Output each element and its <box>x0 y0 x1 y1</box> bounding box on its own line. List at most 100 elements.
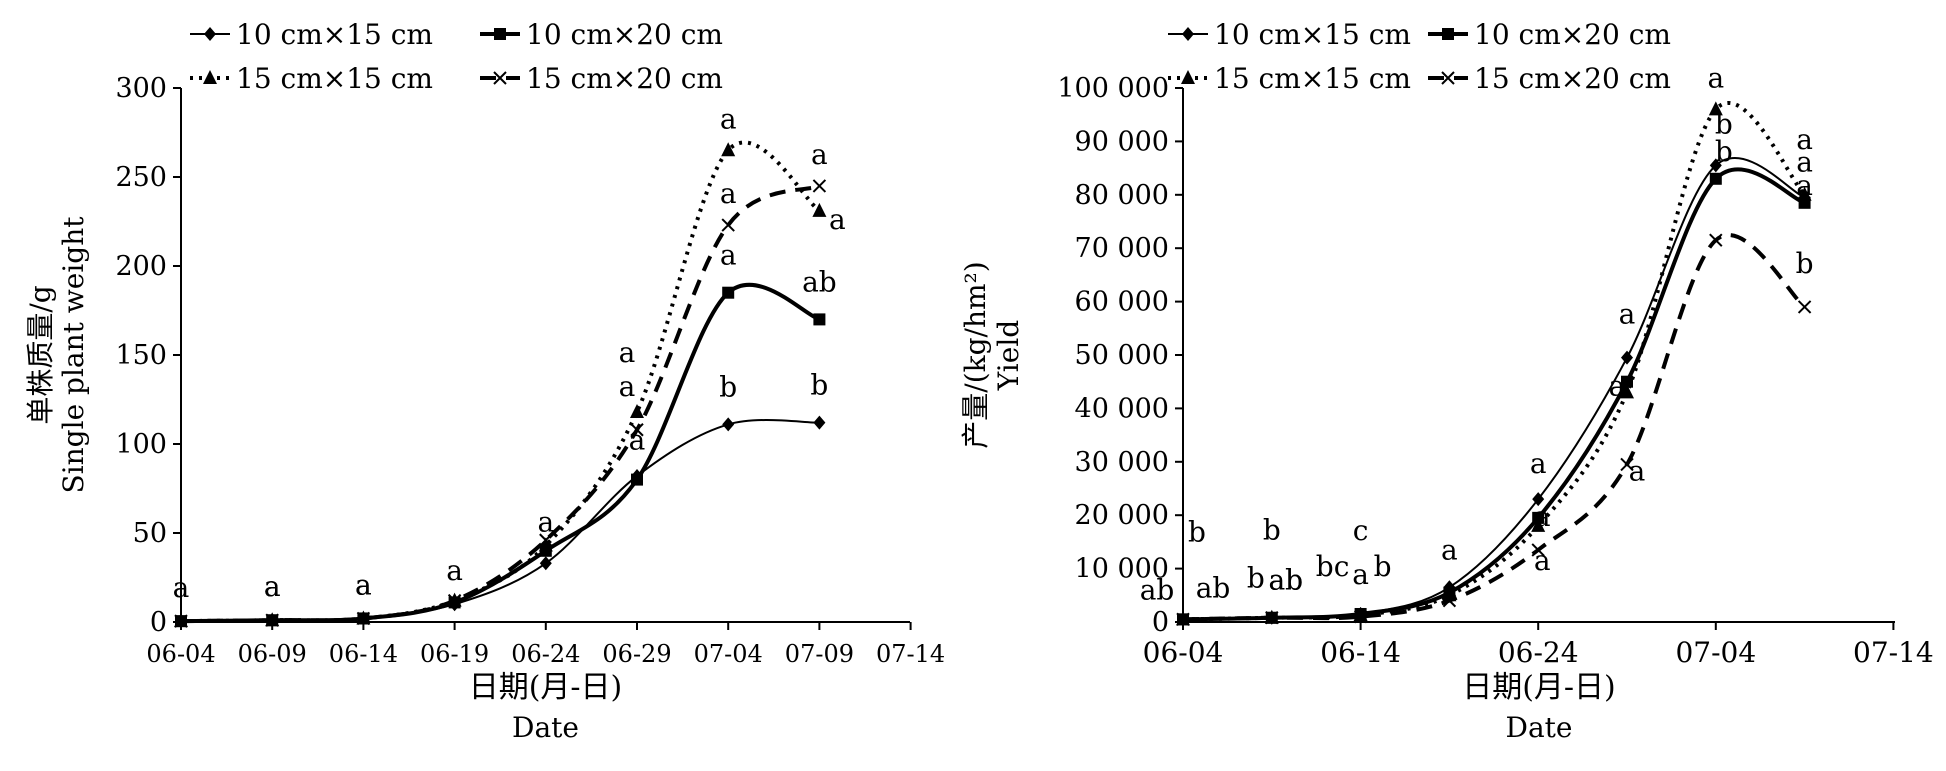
chart-yield: 0 10 000 20 000 30 000 40 000 50 000 60 000 70 … <box>959 18 1934 744</box>
series-line <box>1182 157 1806 621</box>
significance-label: ab <box>802 265 837 298</box>
data-point <box>1620 384 1634 399</box>
significance-label: a <box>1530 447 1547 480</box>
x-tick-label: 06-19 <box>420 640 489 668</box>
legend-label: 10 cm×15 cm <box>236 18 433 51</box>
legend-marker <box>1181 70 1195 84</box>
x-tick-label: 07-04 <box>694 640 763 668</box>
significance-label: a <box>811 138 828 171</box>
significance-label: b <box>1796 247 1814 280</box>
significance-label: ab <box>1268 564 1303 597</box>
legend-item-15-cm-20-cm-3: 15 cm×20 cm <box>1428 62 1671 95</box>
data-point <box>1708 101 1723 116</box>
data-point <box>538 537 553 552</box>
legend-marker <box>1442 28 1454 40</box>
data-point <box>812 202 827 217</box>
data-point <box>813 313 826 326</box>
series-15-cm-20-cm-3 <box>1176 233 1812 627</box>
significance-label: a <box>1534 544 1551 577</box>
data-point <box>721 142 736 157</box>
series-10-cm-15-cm-0 <box>1177 157 1811 627</box>
data-point <box>1532 492 1545 507</box>
series-line <box>180 184 821 624</box>
significance-label: a <box>619 336 636 369</box>
data-point <box>1621 350 1633 365</box>
y-tick-label: 100 <box>115 429 167 460</box>
data-point <box>721 218 735 232</box>
x-tick-label: 06-29 <box>602 640 671 668</box>
data-point <box>1797 186 1812 201</box>
x-tick-label: 07-14 <box>1853 636 1934 669</box>
significance-label: a <box>1441 533 1458 566</box>
significance-label: a <box>264 570 281 603</box>
data-point <box>356 611 371 626</box>
data-point <box>813 415 826 430</box>
significance-label: a <box>1609 370 1626 403</box>
significance-label: ab <box>1268 564 1303 597</box>
significance-label: a <box>446 554 463 587</box>
significance-label: a <box>1534 500 1551 533</box>
data-point <box>174 614 188 628</box>
y-tick-label: 80 000 <box>1075 180 1169 211</box>
x-tick-label: 07-04 <box>1675 636 1756 669</box>
legend-item-15-cm-20-cm-3: 15 cm×20 cm <box>480 62 723 95</box>
significance-label: a <box>355 568 372 601</box>
significance-label: a <box>355 568 372 601</box>
y-tick-label: 100 000 <box>1057 73 1169 104</box>
data-point <box>1709 233 1723 247</box>
y-tick-label: 0 <box>1152 607 1169 638</box>
data-point <box>1709 158 1722 173</box>
significance-label: b <box>1263 514 1281 547</box>
series-10-cm-20-cm-1 <box>1177 167 1811 626</box>
y-tick-label: 70 000 <box>1075 233 1169 264</box>
legend-item-15-cm-15-cm-2: 15 cm×15 cm <box>190 62 433 95</box>
x-tick-label: 06-24 <box>511 640 580 668</box>
y-tick-label: 40 000 <box>1075 393 1169 424</box>
legend-item-10-cm-15-cm-0: 10 cm×15 cm <box>190 18 433 51</box>
data-point <box>1353 607 1368 622</box>
significance-label: a <box>1629 454 1646 487</box>
y-tick-label: 0 <box>150 607 167 638</box>
legend-item-10-cm-20-cm-1: 10 cm×20 cm <box>1428 18 1671 51</box>
y-tick-label: 60 000 <box>1075 287 1169 318</box>
data-point <box>1176 612 1190 627</box>
significance-label: a <box>629 424 646 457</box>
significance-label: b <box>1715 107 1733 140</box>
y-tick-label: 200 <box>115 251 167 282</box>
significance-label: c <box>1353 514 1369 547</box>
legend-marker <box>1182 27 1194 41</box>
legend-label: 15 cm×20 cm <box>526 62 723 95</box>
legend-marker <box>494 28 506 40</box>
significance-label: a <box>1796 145 1813 178</box>
legend-marker <box>1441 71 1455 85</box>
data-point <box>447 593 462 608</box>
y-tick-label: 30 000 <box>1075 447 1169 478</box>
data-point <box>1353 609 1368 624</box>
significance-label: b <box>810 369 828 402</box>
x-tick-label: 07-14 <box>876 640 945 668</box>
data-point <box>722 417 735 432</box>
data-point <box>1265 611 1279 625</box>
significance-label: b <box>1247 562 1265 595</box>
data-point <box>539 556 552 571</box>
legend-label: 15 cm×15 cm <box>1214 62 1411 95</box>
y-tick-label: 50 <box>133 518 167 549</box>
significance-label: a <box>720 239 737 272</box>
significance-label: a <box>619 370 636 403</box>
legend-label: 10 cm×20 cm <box>526 18 723 51</box>
data-point <box>722 286 735 299</box>
significance-label: b <box>1374 550 1392 583</box>
significance-label: ab <box>1196 571 1231 604</box>
y-tick-label: 150 <box>115 340 167 371</box>
x-tick-label: 07-09 <box>785 640 854 668</box>
significance-label: a <box>829 203 846 236</box>
x-tick-label: 06-14 <box>329 640 398 668</box>
data-point <box>630 423 644 437</box>
data-point <box>1531 543 1545 557</box>
y-tick-label: 300 <box>115 73 167 104</box>
significance-label: a <box>1707 61 1724 94</box>
x-tick-label: 06-14 <box>1320 636 1401 669</box>
significance-label: a <box>720 177 737 210</box>
significance-label: b <box>719 370 737 403</box>
